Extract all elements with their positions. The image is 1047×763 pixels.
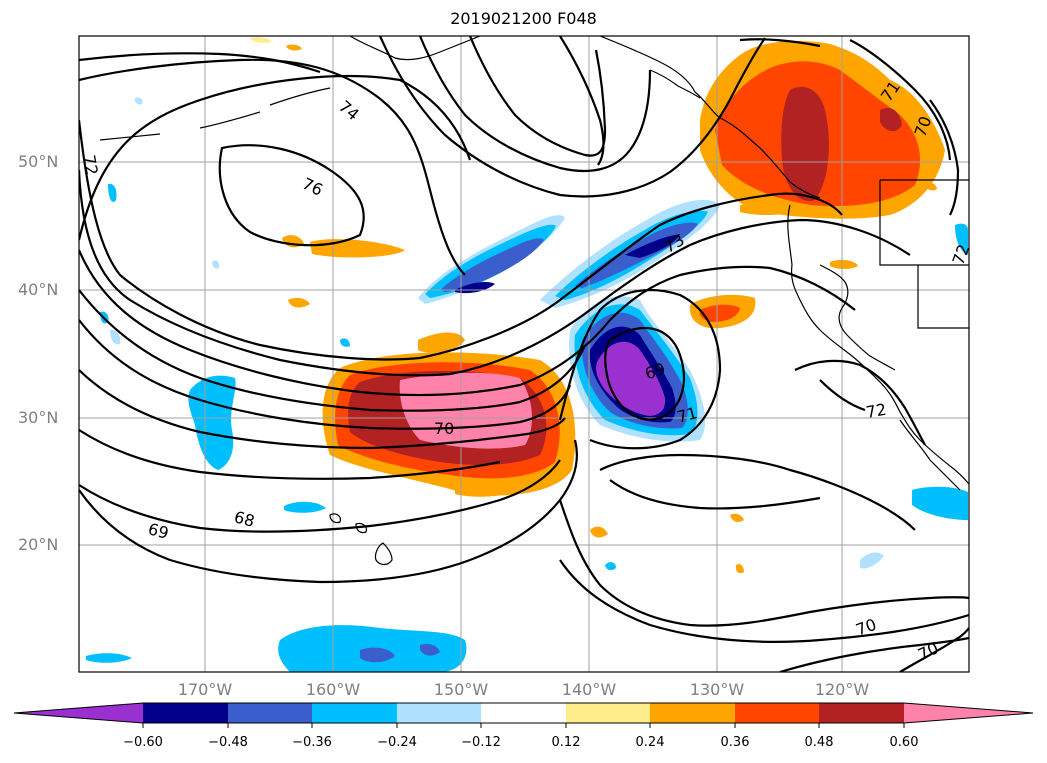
lon-label: 140°W xyxy=(561,680,617,699)
colorbar-bin xyxy=(650,703,735,723)
lat-label: 20°N xyxy=(18,535,59,554)
colorbar-tick-label: −0.24 xyxy=(377,735,417,750)
positive-anomaly-northeast xyxy=(689,40,945,329)
colorbar-bin xyxy=(228,703,312,723)
colorbar-tick-label: 0.12 xyxy=(551,735,581,750)
colorbar-tick-label: 0.24 xyxy=(635,735,665,750)
contour-label: 70 xyxy=(434,419,454,438)
contour-label: 72 xyxy=(864,400,887,422)
colorbar-tick-label: 0.60 xyxy=(889,735,919,750)
colorbar-tick-label: −0.36 xyxy=(292,735,332,750)
colorbar-tick-label: −0.12 xyxy=(461,735,501,750)
lat-label: 30°N xyxy=(18,408,59,427)
lon-label: 120°W xyxy=(814,680,870,699)
lon-label: 150°W xyxy=(433,680,489,699)
map-area xyxy=(79,36,969,672)
negative-anomaly-trough xyxy=(418,199,720,308)
graticule xyxy=(79,36,969,672)
contour-label: 71 xyxy=(675,403,700,427)
colorbar-bin xyxy=(566,703,650,723)
colorbar-extend-high xyxy=(904,703,1033,723)
lat-label: 50°N xyxy=(18,152,59,171)
lon-label: 170°W xyxy=(177,680,233,699)
lat-label: 40°N xyxy=(18,280,59,299)
height-contours xyxy=(79,36,969,672)
map-title: 2019021200 F048 xyxy=(450,9,597,28)
colorbar-bin xyxy=(312,703,397,723)
colorbar-tick-label: −0.48 xyxy=(208,735,248,750)
colorbar-bin xyxy=(143,703,228,723)
colorbar xyxy=(13,702,1034,728)
colorbar-extend-low xyxy=(14,703,143,723)
colorbar-bin xyxy=(735,703,819,723)
negative-anomaly-small xyxy=(86,97,968,672)
colorbar-bin xyxy=(481,703,566,723)
colorbar-bin xyxy=(819,703,904,723)
colorbar-tick-label: 0.48 xyxy=(804,735,834,750)
contour-label: 68 xyxy=(232,507,257,531)
contour-label: 72 xyxy=(79,153,101,176)
colorbar-tick-label: 0.36 xyxy=(720,735,750,750)
lon-label: 160°W xyxy=(305,680,361,699)
colorbar-tick-label: −0.60 xyxy=(123,735,163,750)
lon-label: 130°W xyxy=(689,680,745,699)
contour-label: 69 xyxy=(146,519,171,543)
map-frame xyxy=(78,35,970,673)
colorbar-bin xyxy=(397,703,481,723)
